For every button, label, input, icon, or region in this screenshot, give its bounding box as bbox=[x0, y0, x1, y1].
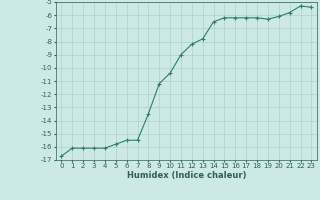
X-axis label: Humidex (Indice chaleur): Humidex (Indice chaleur) bbox=[127, 171, 246, 180]
